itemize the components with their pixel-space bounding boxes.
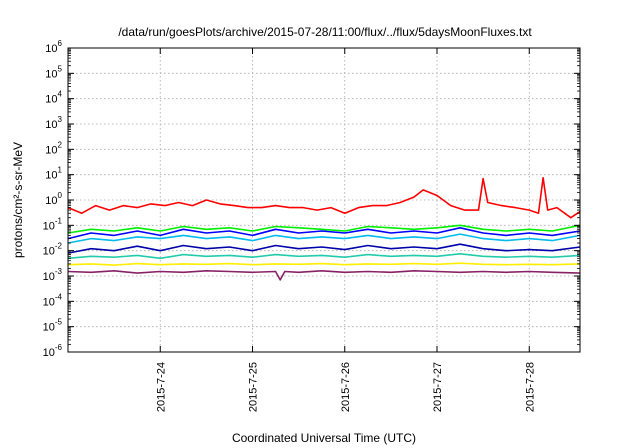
series-line-1 xyxy=(67,224,581,234)
y-tick-label: 106 xyxy=(45,39,62,55)
series-line-7 xyxy=(67,270,581,281)
x-tick-label: 2015-7-27 xyxy=(432,362,444,412)
y-axis: 10-6 10-5 10-4 10-3 10-2 10-1 100 101 102 103 104 1… xyxy=(43,39,580,359)
series-line-3 xyxy=(67,227,581,240)
y-tick-label: 10-6 xyxy=(43,343,63,359)
y-tick-label: 102 xyxy=(45,140,62,156)
series-line-4 xyxy=(67,243,581,254)
x-tick-label: 2015-7-26 xyxy=(340,362,352,412)
y-tick-label: 10-5 xyxy=(43,318,63,334)
series-line-5 xyxy=(67,253,581,260)
y-tick-label: 101 xyxy=(45,166,62,182)
y-tick-label: 10-1 xyxy=(43,216,63,232)
series-line-2 xyxy=(67,233,581,244)
x-tick-label: 2015-7-24 xyxy=(155,362,167,412)
x-tick-label: 2015-7-28 xyxy=(524,362,536,412)
y-tick-label: 103 xyxy=(45,115,62,131)
y-tick-label: 104 xyxy=(45,90,62,106)
x-tick-label: 2015-7-25 xyxy=(248,362,260,412)
y-tick-label: 10-3 xyxy=(43,267,63,283)
x-axis-title: Coordinated Universal Time (UTC) xyxy=(232,431,416,445)
y-tick-label: 105 xyxy=(45,64,62,80)
series-group xyxy=(67,177,581,281)
chart-title: /data/run/goesPlots/archive/2015-07-28/1… xyxy=(118,25,532,39)
series-line-6 xyxy=(67,262,581,266)
grid-lines xyxy=(68,48,580,352)
x-axis: 2015-7-24 2015-7-25 2015-7-26 2015-7-27 2015… xyxy=(155,48,536,412)
y-tick-label: 10-4 xyxy=(43,292,63,308)
y-axis-title: protons/cm²-s-sr-MeV xyxy=(11,142,25,258)
y-tick-label: 100 xyxy=(45,191,62,207)
y-tick-label: 10-2 xyxy=(43,242,63,258)
series-line-0 xyxy=(67,177,581,219)
